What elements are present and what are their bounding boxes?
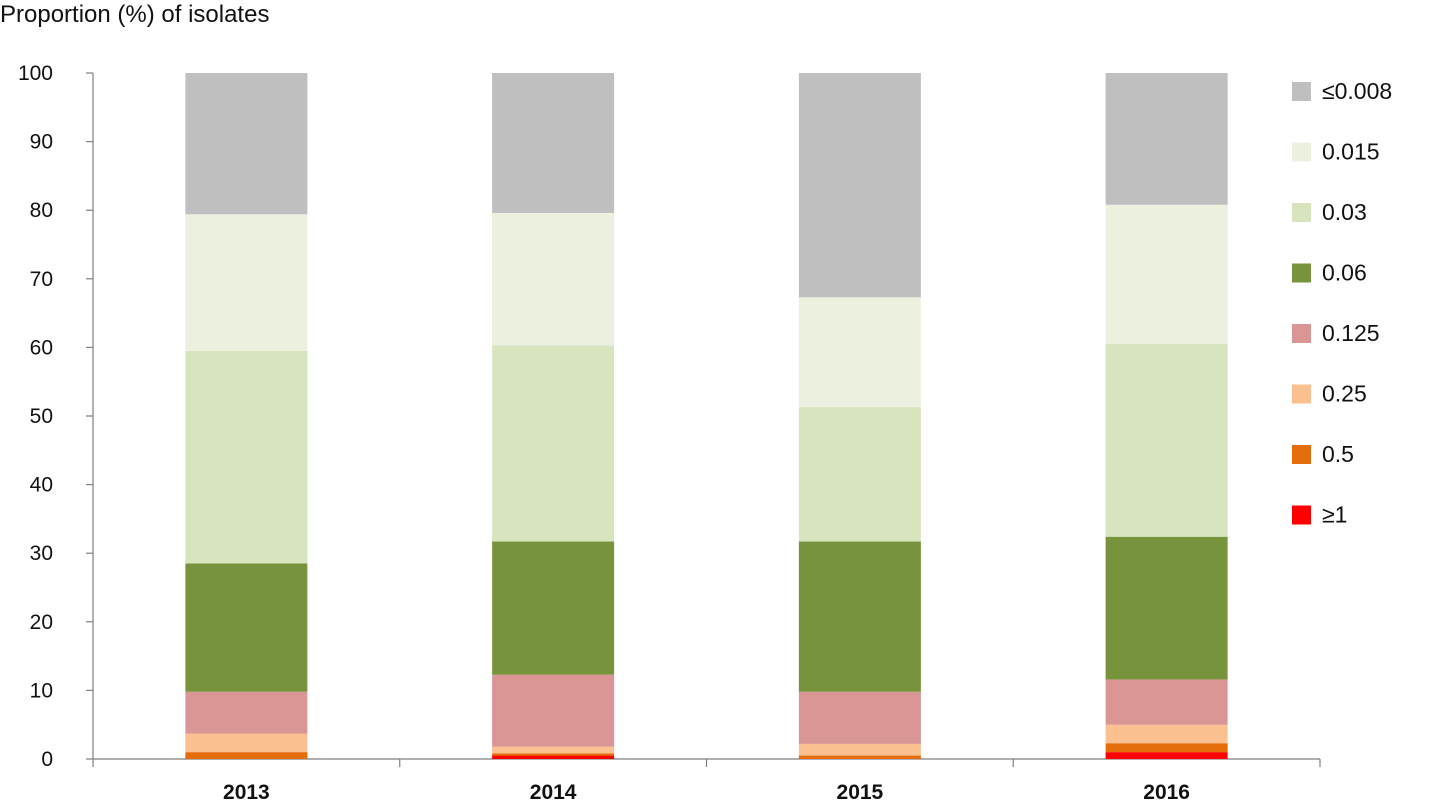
bar-segment-2013-3 (185, 691, 308, 734)
x-axis: 2013 2014 2015 2016 (92, 758, 1321, 800)
y-tick-label: 90 (30, 131, 53, 154)
bar-segment-2016-5 (1105, 343, 1228, 537)
legend-swatch (1292, 203, 1311, 222)
y-tick-label: 70 (30, 268, 53, 291)
bar-segment-2014-1 (492, 753, 615, 756)
x-tick-label: 2015 (837, 781, 884, 800)
x-tick-label: 2016 (1143, 781, 1190, 800)
y-tick-label: 40 (30, 474, 53, 497)
bar-segment-2015-6 (798, 297, 921, 408)
legend-label: 0.03 (1322, 199, 1367, 225)
bar-segment-2015-4 (798, 541, 921, 692)
y-tick-label: 60 (30, 336, 53, 359)
bar-segment-2014-3 (492, 674, 615, 747)
y-tick-label: 100 (18, 62, 53, 85)
bar-segment-2013-5 (185, 350, 308, 564)
bar-segment-2014-4 (492, 541, 615, 675)
legend-swatch (1292, 505, 1311, 525)
x-tick-label: 2014 (530, 781, 577, 800)
legend-swatch (1292, 384, 1311, 404)
bar-segment-2015-3 (798, 691, 921, 744)
y-axis: 0 10 20 30 40 50 60 70 80 90 100 (18, 62, 94, 771)
bars (185, 73, 1228, 759)
bar-segment-2016-6 (1105, 204, 1228, 344)
legend-swatch (1292, 445, 1311, 464)
y-tick-label: 20 (30, 611, 53, 634)
y-tick-label: 80 (30, 199, 53, 222)
bar-segment-2013-6 (185, 214, 308, 351)
bar-segment-2016-0 (1105, 752, 1228, 759)
legend-swatch (1292, 142, 1311, 162)
bar-segment-2016-2 (1105, 724, 1228, 744)
bar-segment-2013-4 (185, 563, 308, 692)
bar-segment-2014-0 (492, 755, 615, 759)
bar-segment-2014-2 (492, 746, 615, 754)
legend-swatch (1292, 263, 1311, 283)
bar-segment-2015-7 (798, 73, 921, 298)
bar-segment-2013-2 (185, 733, 308, 753)
bar-segment-2013-7 (185, 73, 308, 215)
bar-segment-2014-5 (492, 345, 615, 542)
legend-label: ≥1 (1322, 502, 1347, 528)
x-tick-label: 2013 (223, 781, 270, 800)
legend-swatch (1292, 324, 1311, 343)
legend-swatch (1292, 82, 1311, 101)
bar-segment-2016-1 (1105, 743, 1228, 753)
legend-label: 0.015 (1322, 139, 1380, 165)
y-tick-label: 30 (30, 542, 53, 565)
bar-segment-2016-7 (1105, 73, 1228, 205)
bar-segment-2015-5 (798, 407, 921, 542)
y-tick-label: 0 (41, 748, 53, 771)
legend: ≤0.008 0.015 0.03 0.06 0.125 0.25 0.5 ≥1 (1292, 78, 1392, 528)
bar-segment-2016-4 (1105, 536, 1228, 680)
bar-segment-2015-2 (798, 743, 921, 756)
bar-segment-2016-3 (1105, 679, 1228, 725)
legend-label: 0.5 (1322, 441, 1354, 467)
legend-label: 0.125 (1322, 320, 1380, 346)
y-tick-label: 50 (30, 405, 53, 428)
bar-segment-2015-1 (798, 755, 921, 759)
legend-label: ≤0.008 (1322, 78, 1392, 104)
legend-label: 0.06 (1322, 260, 1367, 286)
bar-segment-2014-7 (492, 73, 615, 213)
y-tick-label: 10 (30, 679, 53, 702)
y-axis-title: Proportion (%) of isolates (0, 1, 269, 28)
legend-label: 0.25 (1322, 381, 1367, 407)
bar-segment-2013-1 (185, 752, 308, 759)
bar-segment-2014-6 (492, 212, 615, 346)
